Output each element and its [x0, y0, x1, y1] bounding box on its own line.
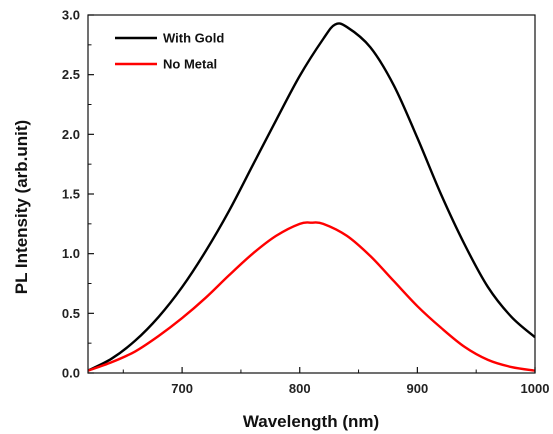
y-tick-label: 2.0: [62, 127, 80, 142]
y-tick-label: 0.0: [62, 366, 80, 381]
legend-label-with-gold: With Gold: [163, 31, 224, 46]
plot-area: [88, 22, 535, 372]
series-line-no-metal: [88, 221, 535, 372]
y-tick-label: 0.5: [62, 306, 80, 321]
y-tick-label: 3.0: [62, 8, 80, 23]
legend-label-no-metal: No Metal: [163, 57, 217, 72]
x-tick-label: 900: [407, 381, 429, 396]
legend: With Gold No Metal: [115, 31, 224, 72]
y-tick-label: 2.5: [62, 67, 80, 82]
y-tick-label: 1.0: [62, 246, 80, 261]
x-tick-label: 700: [171, 381, 193, 396]
y-axis-title: PL Intensity (arb.unit): [12, 120, 31, 294]
series-line-with-gold: [88, 22, 535, 372]
y-tick-label: 1.5: [62, 187, 80, 202]
x-tick-label: 1000: [521, 381, 550, 396]
x-tick-label: 800: [289, 381, 311, 396]
x-axis-title: Wavelength (nm): [243, 412, 379, 431]
axes: 0.0 0.5 1.0 1.5 2.0 2.5 3.0 700 800 900 1000: [62, 8, 550, 397]
